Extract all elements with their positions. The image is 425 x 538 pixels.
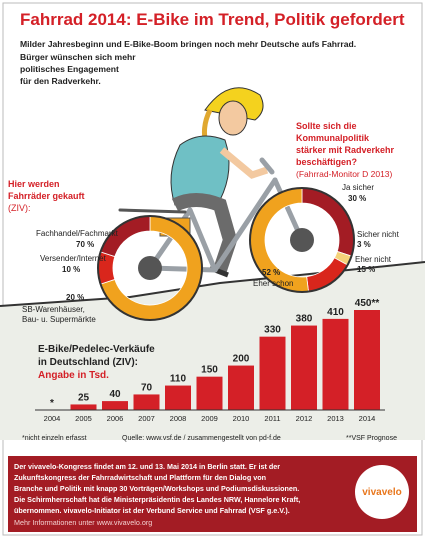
subtitle: für den Radverkehr. bbox=[20, 76, 101, 86]
x-tick-label: 2013 bbox=[327, 414, 344, 423]
bar bbox=[228, 365, 254, 410]
donut-title: Hier werden bbox=[8, 179, 60, 189]
donut-label: Fachhandel/Fachmarkt bbox=[36, 229, 119, 238]
x-tick-label: 2004 bbox=[44, 414, 61, 423]
donut-title: stärker mit Radverkehr bbox=[296, 145, 395, 155]
logo-circle bbox=[355, 465, 409, 519]
bar-chart: 2004 * 2005 25 2006 40 2007 70 2008 110 2009 150 201… bbox=[44, 298, 380, 423]
bar-title: in Deutschland (ZIV): bbox=[38, 357, 138, 368]
subtitle: Bürger wünschen sich mehr bbox=[20, 52, 136, 62]
donut-label: Sicher nicht bbox=[357, 230, 400, 239]
donut-value: 52 % bbox=[262, 268, 280, 277]
note: **VSF Prognose bbox=[346, 435, 397, 442]
x-tick-label: 2006 bbox=[107, 414, 124, 423]
arm bbox=[219, 147, 269, 179]
tire bbox=[97, 215, 203, 321]
x-tick-label: 2012 bbox=[296, 414, 313, 423]
x-tick-label: 2014 bbox=[359, 414, 376, 423]
footer-text: übernommen. vivavelo-Initiator ist der V… bbox=[14, 506, 290, 515]
cyclist bbox=[170, 87, 269, 278]
footer-box bbox=[8, 456, 417, 532]
donut-value: 20 % bbox=[66, 293, 84, 302]
footer-text: Die Schirmherrschaft hat die Ministerprä… bbox=[14, 495, 300, 504]
value-label: 70 bbox=[141, 382, 153, 393]
donut-subtitle: (Fahrrad-Monitor D 2013) bbox=[296, 169, 393, 179]
bar bbox=[259, 336, 286, 410]
note: *nicht einzeln erfasst bbox=[22, 435, 87, 442]
bar bbox=[354, 310, 380, 410]
donut-value: 70 % bbox=[76, 240, 94, 249]
footer-text: Zukunftskongress der Fahrradwirtschaft u… bbox=[14, 473, 266, 482]
bar bbox=[102, 401, 128, 410]
x-tick-label: 2010 bbox=[233, 414, 250, 423]
bar bbox=[133, 394, 160, 410]
down-tube bbox=[212, 177, 278, 273]
bar bbox=[70, 404, 97, 410]
seat-tube bbox=[187, 207, 218, 273]
value-label: 40 bbox=[109, 389, 121, 400]
subtitle: Milder Jahresbeginn und E-Bike-Boom brin… bbox=[20, 39, 356, 49]
donut-label: Eher nicht bbox=[355, 255, 392, 264]
donut-label: Eher schon bbox=[253, 279, 293, 288]
value-label: 410 bbox=[327, 307, 344, 318]
note: Quelle: www.vsf.de / zusammengestellt vo… bbox=[122, 435, 281, 442]
hill bbox=[0, 262, 425, 440]
donut-title: beschäftigen? bbox=[296, 157, 357, 167]
donut-title: Sollte sich die bbox=[296, 121, 357, 131]
logo: vivavelo bbox=[362, 487, 401, 498]
purchase-donut bbox=[97, 215, 203, 321]
value-label: 110 bbox=[170, 374, 187, 385]
x-tick-label: 2005 bbox=[75, 414, 92, 423]
bar bbox=[165, 385, 191, 410]
hub bbox=[290, 228, 314, 252]
bar bbox=[196, 376, 223, 410]
donut-title: Fahrräder gekauft bbox=[8, 191, 85, 201]
title: Fahrrad 2014: E-Bike im Trend, Politik g… bbox=[20, 10, 405, 29]
donut-value: 3 % bbox=[357, 240, 371, 249]
subtitle: politisches Engagement bbox=[20, 64, 119, 74]
footer-link: Mehr Informationen unter www.vivavelo.or… bbox=[14, 518, 152, 527]
value-label: 380 bbox=[296, 314, 313, 325]
donut-label: Bau- u. Supermärkte bbox=[22, 315, 96, 324]
value-label: 200 bbox=[233, 354, 250, 365]
donut-label: SB-Warenhäuser, bbox=[22, 305, 85, 314]
donut-value: 30 % bbox=[348, 194, 366, 203]
opinion-donut bbox=[249, 187, 355, 293]
head bbox=[218, 100, 248, 136]
bar bbox=[322, 318, 349, 410]
stem bbox=[259, 157, 275, 175]
value-label: * bbox=[50, 398, 54, 409]
footer-text: Branche und Politik mit knapp 30 Vorträg… bbox=[14, 484, 299, 493]
footer-text: Der vivavelo-Kongress findet am 12. und … bbox=[14, 462, 280, 471]
x-tick-label: 2011 bbox=[264, 414, 280, 423]
donut-label: Versender/Internet bbox=[40, 254, 107, 263]
bar bbox=[291, 325, 317, 410]
hub bbox=[138, 256, 162, 280]
value-label: 450** bbox=[355, 298, 380, 309]
shirt bbox=[170, 135, 230, 206]
bar-subtitle: Angabe in Tsd. bbox=[38, 370, 109, 381]
donut-subtitle: (ZIV): bbox=[8, 203, 31, 213]
donut-value: 10 % bbox=[62, 265, 80, 274]
tire bbox=[249, 187, 355, 293]
donut-label: Ja sicher bbox=[342, 183, 374, 192]
value-label: 330 bbox=[264, 325, 281, 336]
x-tick-label: 2007 bbox=[138, 414, 155, 423]
rack bbox=[118, 208, 187, 214]
x-tick-label: 2009 bbox=[201, 414, 218, 423]
donut-value: 15 % bbox=[357, 265, 375, 274]
bar-title: E-Bike/Pedelec-Verkäufe bbox=[38, 344, 155, 355]
legs bbox=[171, 193, 238, 273]
value-label: 150 bbox=[201, 365, 218, 376]
donut-title: Kommunalpolitik bbox=[296, 133, 370, 143]
value-label: 25 bbox=[78, 392, 90, 403]
x-tick-label: 2008 bbox=[170, 414, 187, 423]
